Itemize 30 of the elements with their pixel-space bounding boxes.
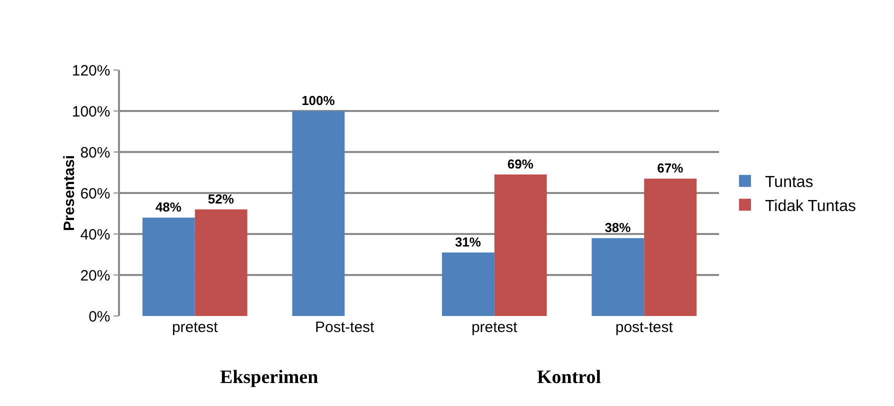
y-tick-label: 0% [88,308,110,326]
data-label: 67% [657,160,684,176]
y-tick-label: 80% [80,144,110,162]
bar [142,218,195,316]
bar [292,111,345,316]
y-tick-label: 20% [80,267,110,284]
data-label: 52% [208,191,234,206]
data-label: 100% [302,93,336,108]
data-label: 48% [155,200,182,215]
x-tick-label: post-test [615,319,674,336]
x-tick-label: pretest [172,319,219,336]
x-tick-label: Post-test [315,319,376,336]
bar [194,209,248,316]
bar [644,178,697,316]
text: Eksperimen [220,367,319,388]
x-tick-label: pretest [471,319,518,336]
y-tick-label: 60% [80,185,110,202]
y-tick-label: 40% [80,226,110,244]
y-axis-title: Presentasi [61,155,78,231]
y-tick-label: 100% [72,103,110,120]
bar [494,174,547,316]
data-label: 38% [604,220,632,236]
legend-label: Tuntas [764,174,814,192]
y-tick-label: 120% [72,62,110,80]
legend-label: Tidak Tuntas [764,198,856,215]
bar [592,238,644,316]
data-label: 31% [454,234,482,250]
bar [442,252,494,316]
text: Kontrol [537,367,602,388]
data-label: 69% [507,156,534,172]
